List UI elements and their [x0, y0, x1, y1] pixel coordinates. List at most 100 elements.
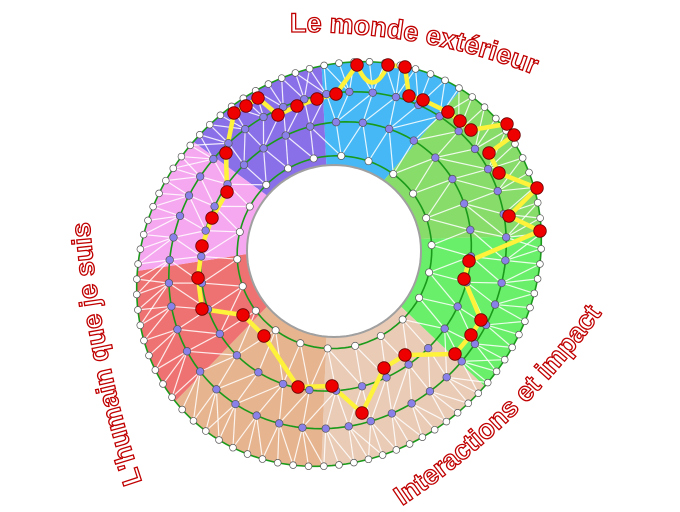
ring-node	[364, 157, 373, 166]
mesh-line	[335, 390, 350, 427]
ring-node	[358, 118, 367, 127]
ring-node	[454, 127, 463, 136]
mesh-line	[452, 168, 489, 180]
ring-node	[196, 172, 205, 181]
ring-node	[186, 141, 195, 150]
mesh-line	[186, 350, 237, 356]
mesh-line	[370, 377, 387, 422]
ring-node	[492, 367, 501, 376]
mesh-line	[205, 230, 240, 233]
mesh-line	[277, 423, 280, 463]
mesh-line	[362, 96, 397, 124]
mesh-line	[209, 124, 246, 130]
ring-node	[331, 118, 341, 127]
mesh-line	[370, 421, 384, 456]
mesh-line	[181, 371, 201, 410]
ring-node	[425, 268, 434, 277]
mesh-line	[218, 403, 237, 441]
ring-node	[415, 293, 424, 302]
mesh-line	[309, 68, 327, 95]
mesh-line	[425, 178, 453, 219]
mesh-line	[474, 343, 498, 372]
ring-node	[405, 440, 414, 448]
mesh-line	[327, 348, 363, 387]
path-node	[257, 329, 271, 343]
path-node	[448, 347, 462, 361]
mesh-line	[285, 135, 289, 169]
ring-node	[418, 433, 427, 441]
ring-node	[376, 331, 385, 340]
mesh-line	[446, 376, 469, 404]
mesh-line	[139, 282, 170, 326]
ring-node	[231, 399, 240, 409]
mesh-line	[303, 68, 311, 100]
ring-node	[382, 373, 391, 382]
ring-node	[464, 399, 473, 408]
mesh-line	[497, 157, 524, 192]
ring-node	[224, 139, 233, 148]
mesh-line	[243, 129, 246, 165]
mesh-line	[323, 64, 350, 93]
mesh-line	[227, 183, 267, 186]
ring-node	[460, 199, 469, 208]
mesh-line	[408, 364, 413, 404]
ring-node	[533, 275, 542, 283]
mesh-line	[485, 324, 513, 348]
ring-node	[140, 336, 148, 345]
mesh-line	[487, 130, 507, 170]
ring-node	[391, 92, 401, 102]
ring-node	[139, 230, 148, 239]
ring-node	[155, 189, 163, 198]
ring-node	[305, 385, 314, 395]
mesh-line	[301, 390, 337, 429]
path-node	[291, 380, 305, 394]
path-node	[500, 117, 514, 131]
mesh-line	[189, 144, 214, 160]
mesh-line	[257, 330, 277, 373]
ring-node	[345, 87, 354, 96]
ring-node	[322, 89, 331, 99]
ring-node	[195, 367, 205, 376]
ring-node	[279, 102, 288, 112]
mesh-line	[143, 233, 174, 239]
ring-node	[526, 303, 534, 312]
ring-node	[175, 211, 185, 221]
ring-node	[281, 131, 290, 140]
ring-node	[215, 329, 224, 339]
ring-node	[427, 241, 436, 250]
ring-node	[441, 76, 449, 85]
ring-node	[264, 80, 273, 88]
mesh-line	[205, 403, 236, 432]
mesh-line	[137, 236, 174, 265]
path-node	[507, 128, 521, 142]
mesh-line	[497, 186, 535, 192]
mesh-line	[391, 413, 397, 450]
ring-node	[323, 344, 332, 353]
path-node	[402, 89, 416, 103]
mesh-line	[435, 157, 489, 170]
ring-node	[277, 74, 286, 82]
mesh-line	[278, 389, 310, 424]
ring-node	[239, 160, 249, 169]
mesh-line	[190, 142, 229, 146]
mesh-line	[419, 297, 458, 308]
ring-node	[398, 315, 407, 324]
ring-node	[184, 191, 194, 200]
ring-node	[344, 422, 353, 431]
mesh-line	[362, 122, 370, 162]
mesh-line	[461, 360, 489, 384]
mesh-line	[435, 148, 476, 159]
ring-node	[197, 252, 206, 261]
ring-node	[389, 170, 398, 179]
path-node	[355, 406, 369, 420]
ring-node	[271, 326, 280, 335]
path-node	[381, 58, 395, 72]
mesh-line	[338, 62, 350, 93]
ring-node	[404, 360, 413, 369]
mesh-line	[173, 167, 201, 178]
mesh-line	[200, 231, 241, 257]
ring-node	[457, 357, 466, 366]
mesh-line	[309, 126, 315, 159]
mesh-line	[173, 236, 202, 257]
ring-node	[536, 260, 544, 268]
